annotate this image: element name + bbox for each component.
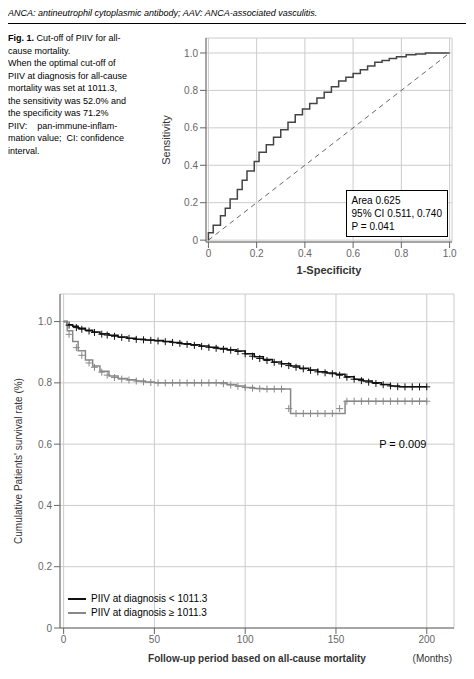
html-text:interval.: interval. xyxy=(8,145,40,156)
svg-text:0.6: 0.6 xyxy=(38,439,52,450)
svg-text:Sensitivity: Sensitivity xyxy=(162,115,172,165)
svg-text:1-Specificity: 1-Specificity xyxy=(297,264,363,276)
svg-text:0.4: 0.4 xyxy=(298,248,312,259)
svg-text:1.0: 1.0 xyxy=(443,248,457,259)
svg-text:(Months): (Months) xyxy=(413,653,452,664)
html-text:PIIV at diagnosis ≥ 1011.3: PIIV at diagnosis ≥ 1011.3 xyxy=(91,607,207,618)
svg-text:1.0: 1.0 xyxy=(184,48,198,59)
html-text:P = 0.009: P = 0.009 xyxy=(379,438,427,451)
svg-text:0.8: 0.8 xyxy=(394,248,408,259)
html-text:When the optimal cut-off of: When the optimal cut-off of xyxy=(8,58,116,68)
svg-text:0: 0 xyxy=(206,248,212,259)
svg-text:0: 0 xyxy=(61,634,67,645)
svg-text:0.8: 0.8 xyxy=(38,377,52,388)
html-text:Area 0.625: Area 0.625 xyxy=(351,195,401,206)
svg-text:1.0: 1.0 xyxy=(38,316,52,327)
svg-text:0.4: 0.4 xyxy=(38,500,52,511)
html-text:PIIV: pan-immune-inflam-: PIIV: pan-immune-inflam- xyxy=(8,120,118,131)
svg-text:0.8: 0.8 xyxy=(184,85,198,96)
html-text:ANCA: antineutrophil cytoplasm: ANCA: antineutrophil cytoplasmic antibod… xyxy=(8,8,318,18)
html-text:the specificity was 71.2%: the specificity was 71.2% xyxy=(8,108,109,118)
html-text:PIIV at diagnosis for all-caus: PIIV at diagnosis for all-cause xyxy=(8,70,128,81)
html-text:cause mortality.: cause mortality. xyxy=(8,45,71,56)
svg-text:0.2: 0.2 xyxy=(184,197,198,208)
html-text:mortality was set at 1011.3,: mortality was set at 1011.3, xyxy=(8,83,117,93)
svg-text:200: 200 xyxy=(418,634,435,645)
svg-text:0.2: 0.2 xyxy=(38,561,52,572)
svg-text:150: 150 xyxy=(328,634,345,645)
html-text:Fig. 1. Cut-off of PIIV for al: Fig. 1. Cut-off of PIIV for all- xyxy=(8,33,121,43)
svg-text:Cumulative Patients' survival: Cumulative Patients' survival rate (%) xyxy=(13,378,24,544)
svg-text:0: 0 xyxy=(192,235,198,246)
svg-text:0.6: 0.6 xyxy=(184,122,198,133)
svg-text:Follow-up period based on all-: Follow-up period based on all-cause mort… xyxy=(148,653,366,664)
svg-text:0.6: 0.6 xyxy=(346,248,360,259)
html-text:95% CI 0.511, 0.740: 95% CI 0.511, 0.740 xyxy=(351,208,442,219)
html-text:PIIV at diagnosis < 1011.3: PIIV at diagnosis < 1011.3 xyxy=(91,593,208,604)
svg-text:100: 100 xyxy=(237,634,254,645)
html-text:the sensitivity was 52.0% and: the sensitivity was 52.0% and xyxy=(8,95,127,106)
svg-text:50: 50 xyxy=(149,634,161,645)
html-text:mation value; CI: confidence: mation value; CI: confidence xyxy=(8,133,125,143)
svg-text:0.4: 0.4 xyxy=(184,160,198,171)
svg-text:0.2: 0.2 xyxy=(250,248,264,259)
svg-text:0: 0 xyxy=(46,623,52,634)
html-text:P = 0.041: P = 0.041 xyxy=(351,221,395,232)
